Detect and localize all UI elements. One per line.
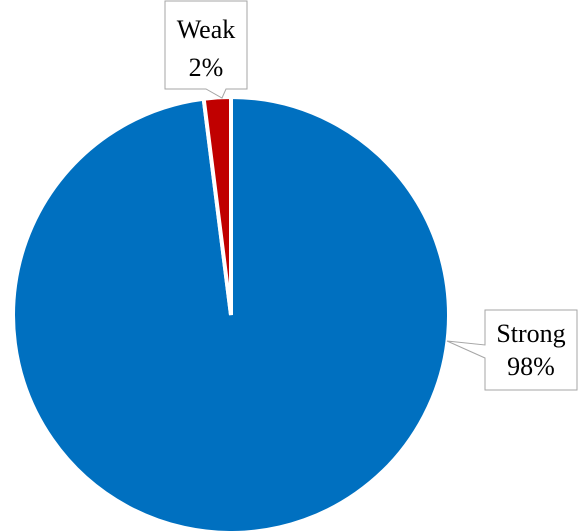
- pie-slices: [11, 94, 452, 531]
- slice-value-weak: 2%: [189, 53, 224, 82]
- slice-value-strong: 98%: [507, 352, 555, 381]
- callout-strong-box: [446, 309, 578, 391]
- callout-weak-box: [164, 0, 248, 99]
- slice-label-strong: Strong: [496, 319, 565, 348]
- pie-slice-weak: [201, 94, 233, 316]
- callout-strong: Strong 98%: [446, 309, 578, 391]
- callout-weak: Weak 2%: [164, 0, 248, 99]
- slice-label-weak: Weak: [177, 15, 236, 44]
